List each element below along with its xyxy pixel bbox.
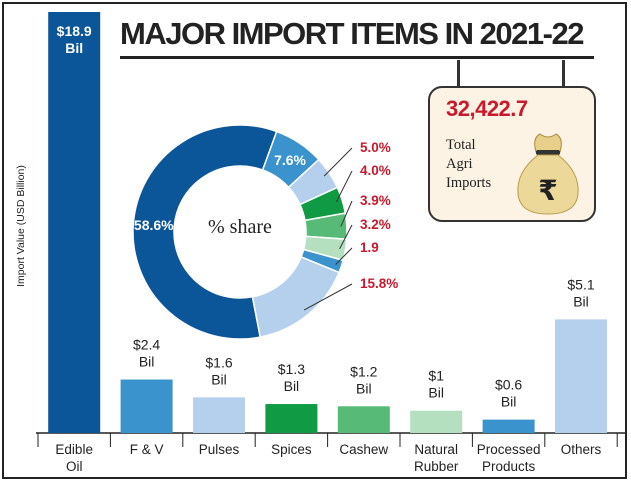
donut-label-0: 58.6%: [134, 217, 174, 233]
total-imports-caption: Total Agri Imports: [446, 136, 491, 193]
title-underline: [120, 56, 594, 59]
bar-4: [337, 406, 390, 433]
x-tick-label-6-1: Products: [482, 459, 536, 474]
rupee-money-bag-icon: ₹: [517, 133, 579, 215]
donut-leader-7: [303, 283, 353, 311]
bar-value-label-2-0: $1.6: [205, 354, 232, 370]
x-tick-label-0-1: Oil: [66, 459, 83, 474]
bar-value-label-3-1: Bil: [284, 378, 300, 394]
bar-value-label-5-0: $1: [428, 368, 444, 384]
donut-label-2: 5.0%: [360, 140, 391, 155]
donut-leader-4: [340, 200, 353, 227]
bar-value-label-0-0: $18.9: [57, 23, 92, 39]
bar-6: [482, 419, 535, 433]
bar-value-label-0-1: Bil: [65, 40, 83, 56]
donut-label-6: 1.9: [360, 240, 379, 255]
x-tick-label-4-0: Cashew: [339, 442, 388, 457]
x-tick-label-2-0: Pulses: [199, 442, 240, 457]
bar-value-label-4-1: Bil: [356, 380, 372, 396]
donut-leader-2: [323, 147, 353, 177]
x-tick-label-5-0: Natural: [414, 442, 458, 457]
donut-label-1: 7.6%: [274, 152, 306, 168]
donut-label-3: 4.0%: [360, 163, 391, 178]
sign-post-left: [457, 60, 460, 88]
caption-line-1: Total: [446, 137, 476, 153]
bar-1: [120, 379, 173, 433]
bar-value-label-6-0: $0.6: [495, 377, 522, 393]
donut-leader-5: [339, 224, 353, 250]
donut-label-4: 3.9%: [360, 193, 391, 208]
bar-value-label-7-0: $5.1: [567, 276, 594, 292]
donut-label-5: 3.2%: [360, 217, 391, 232]
bar-2: [193, 397, 245, 433]
sign-post-right: [562, 60, 565, 88]
bar-7: [555, 319, 607, 433]
chart-frame: [2, 2, 627, 479]
chart-title: MAJOR IMPORT ITEMS IN 2021-22: [120, 16, 584, 51]
donut-leader-6: [335, 247, 353, 265]
donut-center-label: % share: [208, 216, 272, 238]
x-tick-label-3-0: Spices: [271, 442, 312, 457]
bar-value-label-4-0: $1.2: [350, 363, 377, 379]
bar-5: [410, 410, 463, 433]
donut-slice-0: [132, 124, 278, 340]
donut-leader-3: [335, 170, 353, 203]
x-tick-label-0-0: Edible: [55, 442, 93, 457]
x-tick-label-6-0: Processed: [477, 442, 541, 457]
caption-line-3: Imports: [446, 175, 492, 191]
bar-3: [265, 404, 318, 433]
bar-value-label-2-1: Bil: [211, 371, 227, 387]
bar-value-label-3-0: $1.3: [278, 361, 305, 377]
donut-label-7: 15.8%: [360, 276, 398, 291]
x-tick-label-7-0: Others: [561, 442, 602, 457]
caption-line-2: Agri: [446, 156, 473, 172]
bar-value-label-5-1: Bil: [428, 385, 444, 401]
svg-text:₹: ₹: [538, 174, 557, 207]
bar-value-label-6-1: Bil: [501, 394, 517, 410]
total-imports-value: 32,422.7: [446, 96, 528, 121]
x-tick-label-5-1: Rubber: [414, 459, 459, 474]
bar-value-label-1-1: Bil: [139, 354, 155, 370]
bar-value-label-1-0: $2.4: [133, 337, 160, 353]
x-tick-label-1-0: F & V: [130, 442, 164, 457]
donut-slice-7: [251, 255, 341, 338]
bar-value-label-7-1: Bil: [573, 293, 589, 309]
bar-0: [48, 12, 101, 433]
